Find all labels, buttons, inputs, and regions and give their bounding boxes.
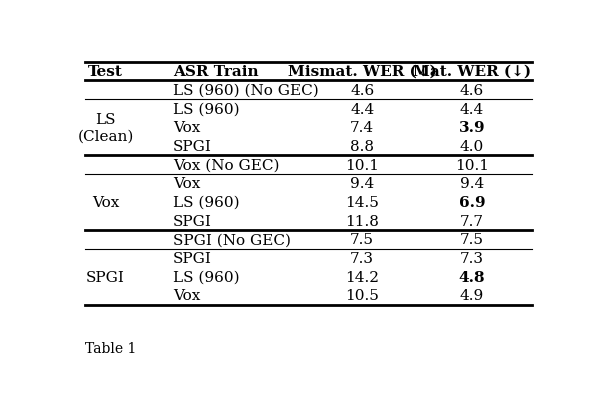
Text: 10.5: 10.5: [345, 289, 379, 303]
Text: 4.0: 4.0: [460, 140, 484, 153]
Text: Vox: Vox: [173, 289, 200, 303]
Text: 9.4: 9.4: [350, 177, 374, 191]
Text: Mismat. WER (↓): Mismat. WER (↓): [288, 65, 436, 79]
Text: 7.3: 7.3: [350, 252, 374, 265]
Text: 4.4: 4.4: [350, 102, 374, 116]
Text: Vox (No GEC): Vox (No GEC): [173, 158, 280, 172]
Text: 14.5: 14.5: [345, 196, 379, 209]
Text: 4.6: 4.6: [350, 83, 374, 98]
Text: 9.4: 9.4: [460, 177, 484, 191]
Text: ASR Train: ASR Train: [173, 65, 259, 79]
Text: 7.3: 7.3: [460, 252, 484, 265]
Text: 7.4: 7.4: [350, 121, 374, 135]
Text: 7.5: 7.5: [350, 233, 374, 247]
Text: 4.9: 4.9: [460, 289, 484, 303]
Text: 10.1: 10.1: [455, 158, 489, 172]
Text: 8.8: 8.8: [350, 140, 374, 153]
Text: Vox: Vox: [173, 121, 200, 135]
Text: LS (960) (No GEC): LS (960) (No GEC): [173, 83, 319, 98]
Text: LS
(Clean): LS (Clean): [78, 113, 134, 143]
Text: SPGI: SPGI: [173, 140, 212, 153]
Text: 11.8: 11.8: [345, 214, 379, 228]
Text: Vox: Vox: [173, 177, 200, 191]
Text: 4.8: 4.8: [459, 270, 485, 284]
Text: SPGI (No GEC): SPGI (No GEC): [173, 233, 291, 247]
Text: LS (960): LS (960): [173, 270, 240, 284]
Text: 3.9: 3.9: [459, 121, 485, 135]
Text: 4.6: 4.6: [460, 83, 484, 98]
Text: SPGI: SPGI: [173, 214, 212, 228]
Text: Mat. WER (↓): Mat. WER (↓): [413, 65, 531, 79]
Text: Test: Test: [88, 65, 123, 79]
Text: Table 1: Table 1: [84, 341, 136, 355]
Text: LS (960): LS (960): [173, 196, 240, 209]
Text: 14.2: 14.2: [345, 270, 379, 284]
Text: LS (960): LS (960): [173, 102, 240, 116]
Text: 4.4: 4.4: [460, 102, 484, 116]
Text: 6.9: 6.9: [459, 196, 485, 209]
Text: SPGI: SPGI: [173, 252, 212, 265]
Text: 7.5: 7.5: [460, 233, 484, 247]
Text: 10.1: 10.1: [345, 158, 379, 172]
Text: 7.7: 7.7: [460, 214, 484, 228]
Text: SPGI: SPGI: [86, 270, 125, 284]
Text: Vox: Vox: [92, 196, 119, 209]
